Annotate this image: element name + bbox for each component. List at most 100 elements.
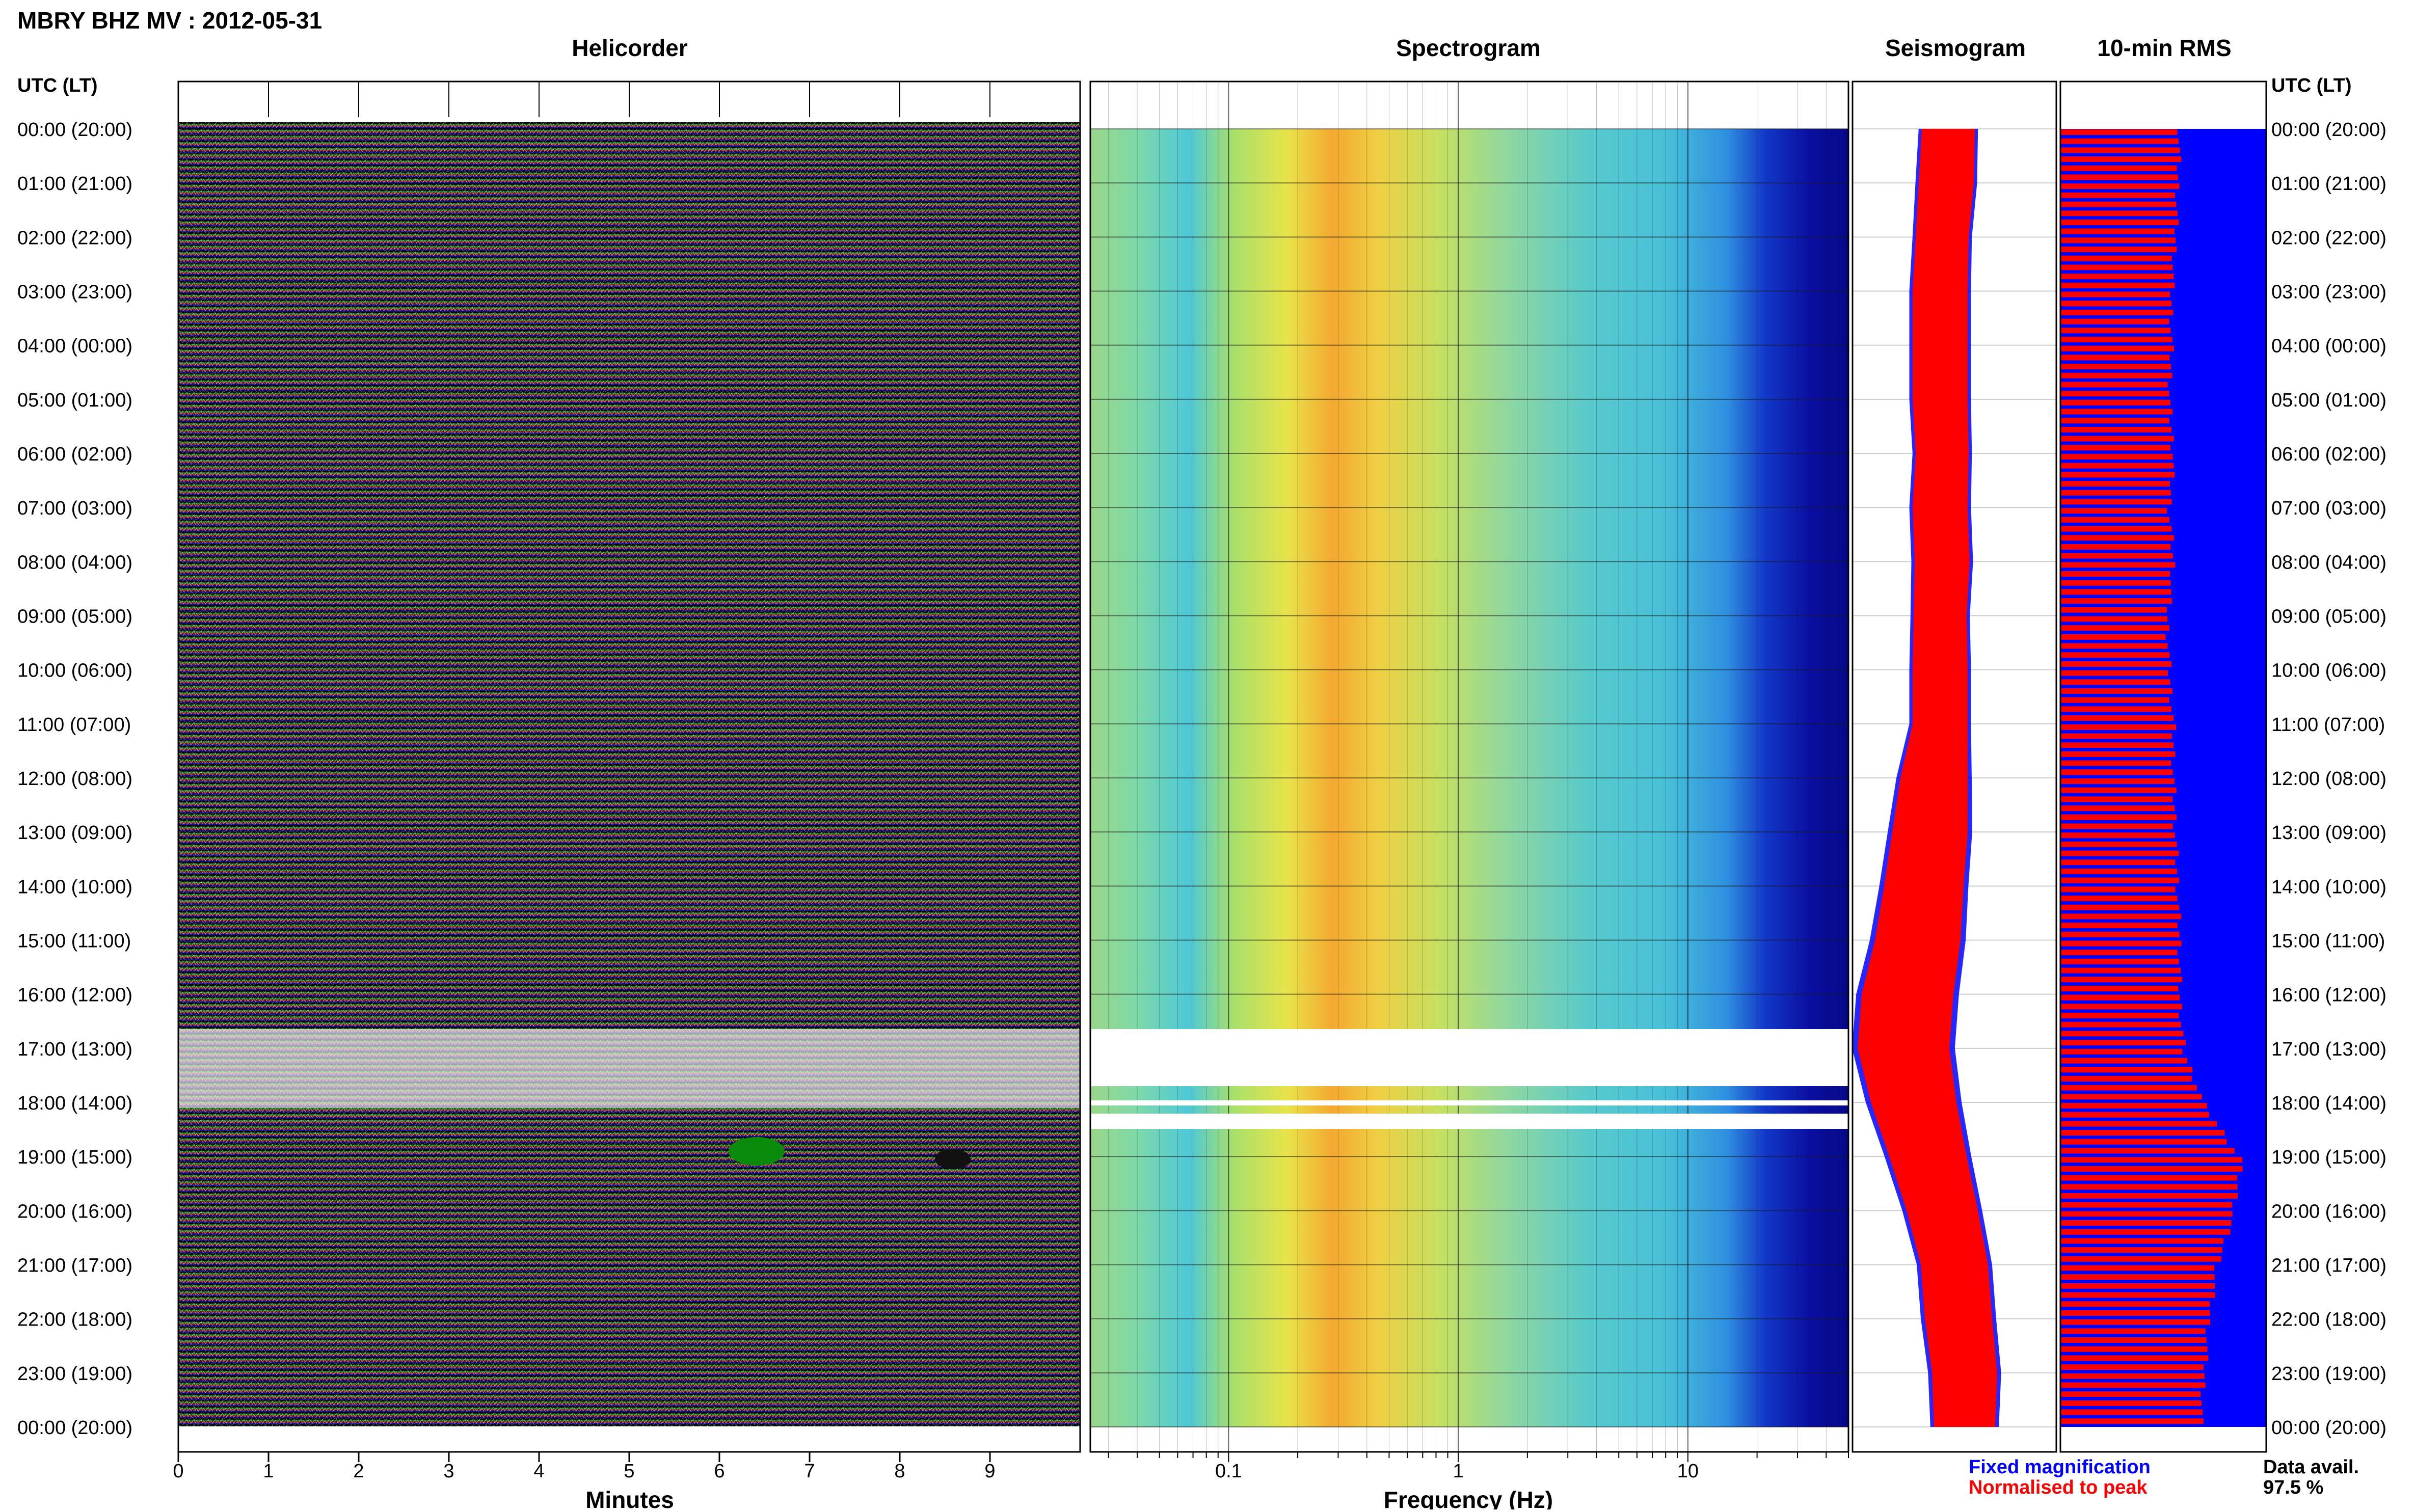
rms-bar bbox=[2060, 1121, 2217, 1127]
rms-bar bbox=[2060, 418, 2169, 424]
time-label: 19:00 (15:00) bbox=[2271, 1147, 2386, 1168]
figure-title: MBRY BHZ MV : 2012-05-31 bbox=[17, 7, 322, 34]
time-label: 00:00 (20:00) bbox=[17, 119, 132, 141]
rms-bar bbox=[2060, 174, 2178, 180]
rms-bar bbox=[2060, 896, 2178, 901]
time-label: 15:00 (11:00) bbox=[17, 931, 131, 952]
time-label: 11:00 (07:00) bbox=[2271, 714, 2385, 736]
rms-bar bbox=[2060, 391, 2169, 397]
x-tick-label: 0 bbox=[173, 1461, 183, 1482]
rms-bar bbox=[2060, 499, 2172, 505]
rms-bar bbox=[2060, 409, 2173, 415]
rms-bar bbox=[2060, 589, 2171, 595]
rms-bar bbox=[2060, 733, 2172, 739]
utc-label-right: UTC (LT) bbox=[2271, 75, 2352, 96]
rms-bar bbox=[2060, 1337, 2207, 1343]
rms-bar bbox=[2060, 1220, 2232, 1226]
rms-bar bbox=[2060, 1157, 2243, 1163]
rms-bar bbox=[2060, 1166, 2243, 1172]
time-labels-right: 00:00 (20:00) 01:00 (21:00) 02:00 (22:00) 0… bbox=[2271, 119, 2386, 1439]
time-label: 07:00 (03:00) bbox=[17, 498, 132, 519]
rms-bar bbox=[2060, 399, 2170, 406]
rms-bar bbox=[2060, 1418, 2204, 1424]
time-label: 03:00 (23:00) bbox=[17, 282, 132, 303]
rms-bar bbox=[2060, 967, 2181, 974]
rms-bar bbox=[2060, 787, 2177, 793]
rms-bar bbox=[2060, 345, 2175, 352]
rms-bar bbox=[2060, 652, 2170, 658]
rms-bar bbox=[2060, 940, 2182, 947]
rms-title: 10-min RMS bbox=[2097, 35, 2231, 61]
helicorder-x-ticks: 0 1 2 3 4 5 6 7 8 9 bbox=[173, 82, 996, 1482]
rms-bar bbox=[2060, 715, 2174, 721]
rms-bar bbox=[2060, 1103, 2207, 1109]
time-label: 23:00 (19:00) bbox=[2271, 1363, 2386, 1385]
time-label: 04:00 (00:00) bbox=[2271, 336, 2386, 357]
rms-bar bbox=[2060, 1247, 2222, 1253]
time-label: 08:00 (04:00) bbox=[17, 552, 132, 573]
rms-bar bbox=[2060, 832, 2175, 839]
rms-bar bbox=[2060, 1040, 2186, 1046]
rms-bar bbox=[2060, 553, 2173, 559]
spectrogram-freq-grid bbox=[1108, 82, 1849, 1452]
seismogram-frame bbox=[1852, 80, 2057, 1453]
rms-bar bbox=[2060, 318, 2169, 325]
data-avail-value: 97.5 % bbox=[2263, 1477, 2323, 1498]
time-label: 00:00 (20:00) bbox=[2271, 119, 2386, 141]
rms-bar bbox=[2060, 1067, 2193, 1073]
rms-bar bbox=[2060, 247, 2177, 252]
rms-bar bbox=[2060, 544, 2171, 550]
rms-bar bbox=[2060, 814, 2177, 820]
rms-bar bbox=[2060, 1364, 2204, 1370]
rms-bar bbox=[2060, 1265, 2215, 1271]
rms-bar bbox=[2060, 436, 2174, 442]
rms-normalised-bars bbox=[2060, 129, 2243, 1424]
rms-bar bbox=[2060, 1256, 2221, 1262]
rms-bar bbox=[2060, 598, 2172, 604]
rms-bar bbox=[2060, 463, 2174, 469]
x-tick-label: 2 bbox=[353, 1461, 364, 1482]
rms-bar bbox=[2060, 923, 2178, 929]
rms-bar bbox=[2060, 129, 2178, 135]
rms-bar bbox=[2060, 571, 2170, 577]
rms-bar bbox=[2060, 688, 2173, 694]
rms-bar bbox=[2060, 616, 2168, 622]
rms-bar bbox=[2060, 1139, 2227, 1145]
rms-bar bbox=[2060, 706, 2171, 712]
rms-bar bbox=[2060, 697, 2169, 703]
rms-bar bbox=[2060, 1328, 2206, 1334]
rms-bar bbox=[2060, 823, 2173, 829]
time-label: 12:00 (08:00) bbox=[17, 768, 132, 790]
rms-bar bbox=[2060, 859, 2176, 866]
time-label: 10:00 (06:00) bbox=[2271, 660, 2386, 682]
rms-bar bbox=[2060, 724, 2177, 730]
rms-bar bbox=[2060, 165, 2177, 171]
time-label: 05:00 (01:00) bbox=[17, 390, 132, 411]
rms-bar bbox=[2060, 372, 2172, 379]
rms-bar bbox=[2060, 580, 2171, 586]
rms-bar bbox=[2060, 364, 2171, 370]
time-label: 09:00 (05:00) bbox=[17, 606, 132, 628]
rms-bar bbox=[2060, 950, 2178, 956]
x-tick-label: 6 bbox=[714, 1461, 725, 1482]
utc-label-left: UTC (LT) bbox=[17, 75, 98, 96]
rms-bar bbox=[2060, 1373, 2205, 1379]
time-label: 11:00 (07:00) bbox=[17, 714, 131, 736]
rms-frame bbox=[2059, 80, 2267, 1453]
rms-bar bbox=[2060, 742, 2174, 748]
time-label: 04:00 (00:00) bbox=[17, 336, 132, 357]
spectrogram-xlabel: Frequency (Hz) bbox=[1384, 1487, 1553, 1509]
data-avail-label: Data avail. bbox=[2263, 1456, 2359, 1478]
rms-bar bbox=[2060, 382, 2168, 388]
time-label: 20:00 (16:00) bbox=[2271, 1201, 2386, 1222]
time-label: 01:00 (21:00) bbox=[17, 173, 132, 195]
x-tick-label: 5 bbox=[624, 1461, 634, 1482]
helicorder-xlabel: Minutes bbox=[585, 1487, 674, 1509]
rms-bar bbox=[2060, 508, 2167, 514]
spectrogram-title: Spectrogram bbox=[1396, 35, 1541, 61]
spectrogram-gap-3 bbox=[1090, 1114, 1848, 1129]
rms-bar bbox=[2060, 192, 2175, 198]
rms-bar bbox=[2060, 1355, 2209, 1361]
time-label: 16:00 (12:00) bbox=[2271, 985, 2386, 1006]
helicorder-title: Helicorder bbox=[572, 35, 688, 61]
